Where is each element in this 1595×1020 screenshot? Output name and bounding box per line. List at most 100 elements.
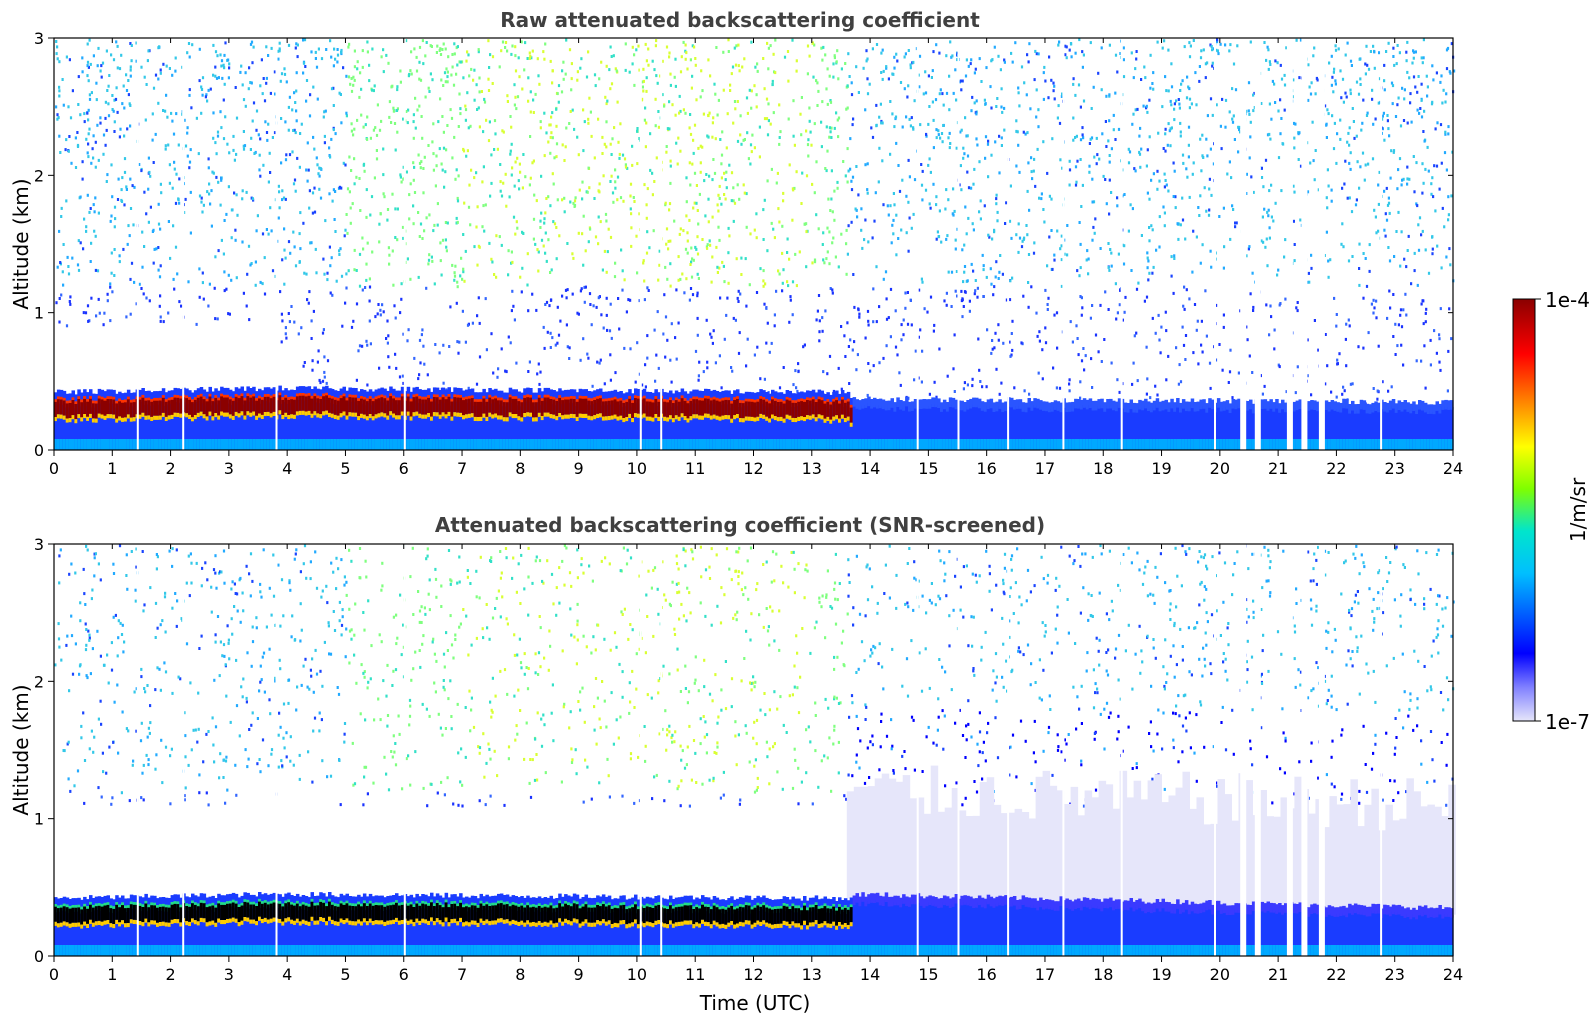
- layer-cell: [383, 398, 387, 414]
- noise-cell: [633, 53, 636, 57]
- noise-cell: [638, 137, 641, 140]
- noise-cell: [278, 47, 281, 51]
- noise-cell: [749, 162, 752, 166]
- noise-cell: [1164, 127, 1167, 131]
- noise-cell: [414, 96, 417, 100]
- noise-cell: [1161, 46, 1164, 50]
- noise-cell: [455, 221, 458, 225]
- layer-cell: [543, 387, 548, 450]
- noise-cell: [532, 111, 535, 114]
- noise-cell: [386, 218, 389, 222]
- noise-cell: [1175, 346, 1178, 350]
- noise-cell: [1438, 337, 1441, 341]
- layer-cell: [389, 396, 393, 412]
- noise-cell: [1118, 303, 1121, 307]
- noise-cell: [643, 298, 646, 302]
- noise-cell: [693, 123, 697, 127]
- noise-cell: [361, 236, 364, 240]
- noise-cell: [948, 74, 951, 78]
- noise-cell: [1099, 247, 1102, 250]
- noise-cell: [1096, 153, 1099, 157]
- noise-cell: [371, 47, 374, 51]
- noise-cell: [502, 130, 505, 134]
- layer-cell: [409, 391, 414, 450]
- noise-cell: [394, 148, 397, 152]
- noise-cell: [648, 246, 651, 250]
- noise-cell: [689, 58, 692, 62]
- noise-cell: [201, 271, 204, 275]
- noise-cell: [962, 305, 965, 308]
- noise-cell: [251, 197, 254, 201]
- layer-cell: [141, 397, 145, 413]
- layer-cell: [246, 439, 250, 450]
- noise-cell: [972, 182, 975, 186]
- noise-cell: [970, 186, 973, 190]
- layer-cell: [465, 439, 469, 450]
- noise-cell: [1131, 382, 1134, 386]
- noise-cell: [664, 315, 668, 319]
- noise-cell: [795, 284, 798, 288]
- noise-cell: [118, 135, 121, 139]
- noise-cell: [792, 99, 795, 103]
- noise-cell: [188, 88, 191, 92]
- noise-cell: [582, 149, 585, 153]
- noise-cell: [793, 186, 796, 190]
- layer-cell: [575, 416, 580, 421]
- noise-cell: [1386, 119, 1389, 123]
- noise-cell: [242, 291, 245, 295]
- noise-cell: [813, 258, 817, 262]
- noise-cell: [995, 197, 998, 201]
- noise-cell: [295, 89, 298, 93]
- layer-cell: [293, 399, 297, 415]
- noise-cell: [1201, 243, 1204, 247]
- noise-cell: [1061, 166, 1064, 170]
- noise-cell: [1313, 178, 1316, 182]
- noise-cell: [87, 142, 90, 146]
- noise-cell: [1103, 338, 1106, 341]
- noise-cell: [1199, 194, 1202, 198]
- noise-cell: [1210, 45, 1213, 48]
- noise-cell: [1372, 311, 1375, 315]
- noise-cell: [1439, 368, 1442, 372]
- noise-cell: [362, 163, 365, 167]
- noise-cell: [1450, 337, 1453, 341]
- noise-cell: [254, 283, 257, 287]
- noise-cell: [99, 116, 102, 120]
- noise-cell: [696, 209, 699, 212]
- layer-cell: [322, 411, 326, 416]
- noise-cell: [426, 373, 429, 377]
- noise-cell: [1277, 109, 1280, 113]
- noise-cell: [1317, 348, 1320, 352]
- noise-cell: [220, 64, 223, 68]
- noise-cell: [62, 243, 65, 246]
- noise-cell: [604, 212, 608, 216]
- noise-cell: [677, 278, 680, 282]
- noise-cell: [670, 380, 673, 384]
- noise-cell: [605, 145, 608, 149]
- noise-cell: [280, 312, 283, 316]
- noise-cell: [1295, 38, 1298, 42]
- noise-cell: [1445, 48, 1449, 52]
- noise-cell: [412, 113, 415, 117]
- noise-cell: [135, 41, 138, 45]
- layer-cell: [158, 439, 163, 450]
- noise-cell: [806, 72, 809, 76]
- noise-cell: [1443, 151, 1447, 155]
- noise-cell: [566, 288, 569, 292]
- noise-cell: [96, 64, 99, 68]
- layer-cell: [167, 415, 172, 420]
- noise-cell: [171, 73, 174, 77]
- noise-cell: [680, 55, 683, 59]
- noise-cell: [921, 198, 924, 202]
- noise-cell: [722, 88, 725, 92]
- noise-cell: [287, 105, 290, 109]
- noise-cell: [933, 380, 936, 384]
- noise-cell: [669, 284, 672, 288]
- noise-cell: [207, 157, 210, 161]
- layer-cell: [508, 439, 513, 450]
- noise-cell: [602, 326, 605, 330]
- noise-cell: [665, 145, 668, 148]
- layer-cell: [316, 413, 320, 418]
- layer-cell: [325, 439, 329, 450]
- noise-cell: [605, 296, 608, 300]
